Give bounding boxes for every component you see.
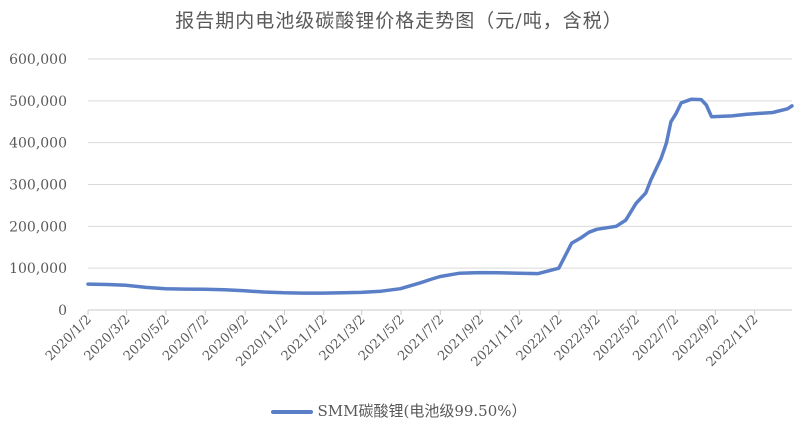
y-tick-label: 500,000 (9, 94, 67, 110)
chart-title: 报告期内电池级碳酸锂价格走势图（元/吨，含税） (175, 10, 623, 32)
legend: SMM碳酸锂(电池级99.50%） (0, 400, 798, 421)
legend-label: SMM碳酸锂(电池级99.50%） (317, 402, 527, 420)
y-tick-label: 100,000 (9, 261, 67, 277)
y-tick-label: 400,000 (9, 136, 67, 152)
series-line (86, 97, 794, 295)
y-tick-label: 300,000 (9, 178, 67, 194)
y-tick-label: 200,000 (9, 219, 67, 235)
y-tick-label: 600,000 (9, 52, 67, 68)
legend-swatch (271, 410, 314, 414)
y-tick-label: 0 (58, 303, 67, 319)
